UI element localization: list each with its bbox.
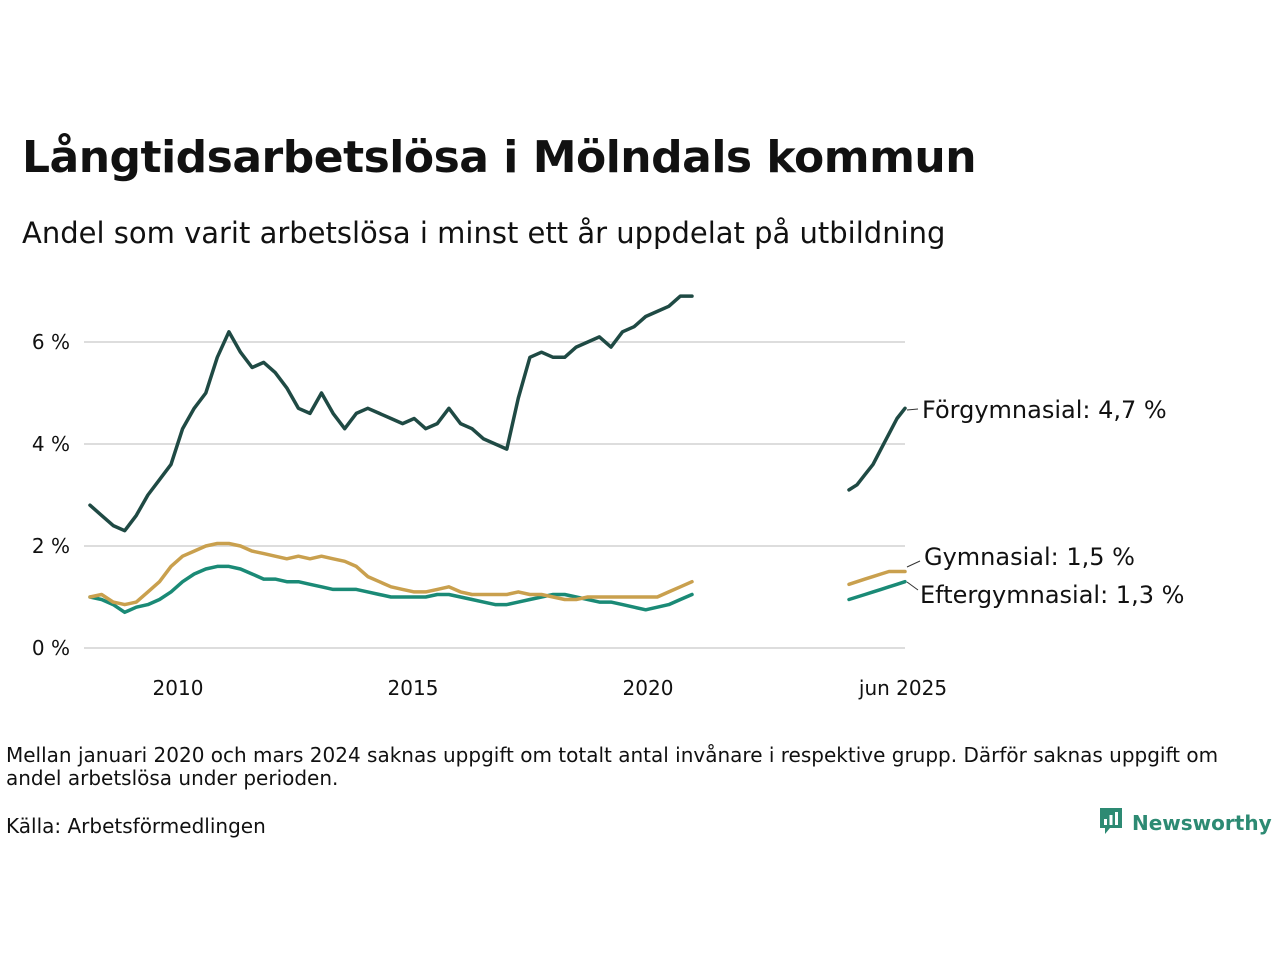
- end-label-eftergymnasial: Eftergymnasial: 1,3 %: [920, 581, 1184, 609]
- y-tick-label-6: 6 %: [32, 330, 70, 354]
- y-tick-label-0: 0 %: [32, 636, 70, 660]
- x-tick-label-jun-2025: jun 2025: [858, 676, 947, 700]
- series-lines: [88, 294, 907, 615]
- x-tick-label-2010: 2010: [153, 676, 204, 700]
- y-tick-label-4: 4 %: [32, 432, 70, 456]
- y-tick-label-2: 2 %: [32, 534, 70, 558]
- line-gymnasial-segment1: [88, 541, 694, 607]
- brand-logo[interactable]: Newsworthy: [1098, 806, 1272, 840]
- line-forgymnasial-segment1: [88, 294, 694, 533]
- source-text: Källa: Arbetsförmedlingen: [6, 814, 266, 838]
- chart-subtitle: Andel som varit arbetslösa i minst ett å…: [22, 216, 946, 250]
- line-forgymnasial-segment2: [847, 406, 907, 492]
- line-eftergymnasial-segment2: [847, 579, 907, 602]
- chart-title: Långtidsarbetslösa i Mölndals kommun: [22, 132, 977, 183]
- end-label-gymnasial: Gymnasial: 1,5 %: [924, 543, 1135, 571]
- footnote: Mellan januari 2020 och mars 2024 saknas…: [6, 743, 1219, 790]
- leader-forgymnasial: [906, 408, 919, 411]
- line-gymnasial-segment2: [847, 569, 907, 587]
- line-eftergymnasial-segment1: [88, 564, 694, 615]
- y-axis: 0 % 2 % 4 % 6 %: [32, 330, 70, 660]
- end-label-forgymnasial: Förgymnasial: 4,7 %: [922, 396, 1167, 424]
- end-labels: Förgymnasial: 4,7 % Gymnasial: 1,5 % Eft…: [906, 396, 1184, 609]
- leader-gymnasial: [906, 560, 921, 568]
- x-tick-label-2020: 2020: [623, 676, 674, 700]
- leader-eftergymnasial: [906, 581, 919, 591]
- brand-name: Newsworthy: [1132, 811, 1272, 835]
- newsworthy-logo-icon: [1098, 806, 1124, 840]
- x-tick-label-2015: 2015: [388, 676, 439, 700]
- line-chart: 0 % 2 % 4 % 6 % 2010 2015 2020 jun 2025 …: [32, 294, 1184, 700]
- x-axis: 2010 2015 2020 jun 2025: [153, 676, 948, 700]
